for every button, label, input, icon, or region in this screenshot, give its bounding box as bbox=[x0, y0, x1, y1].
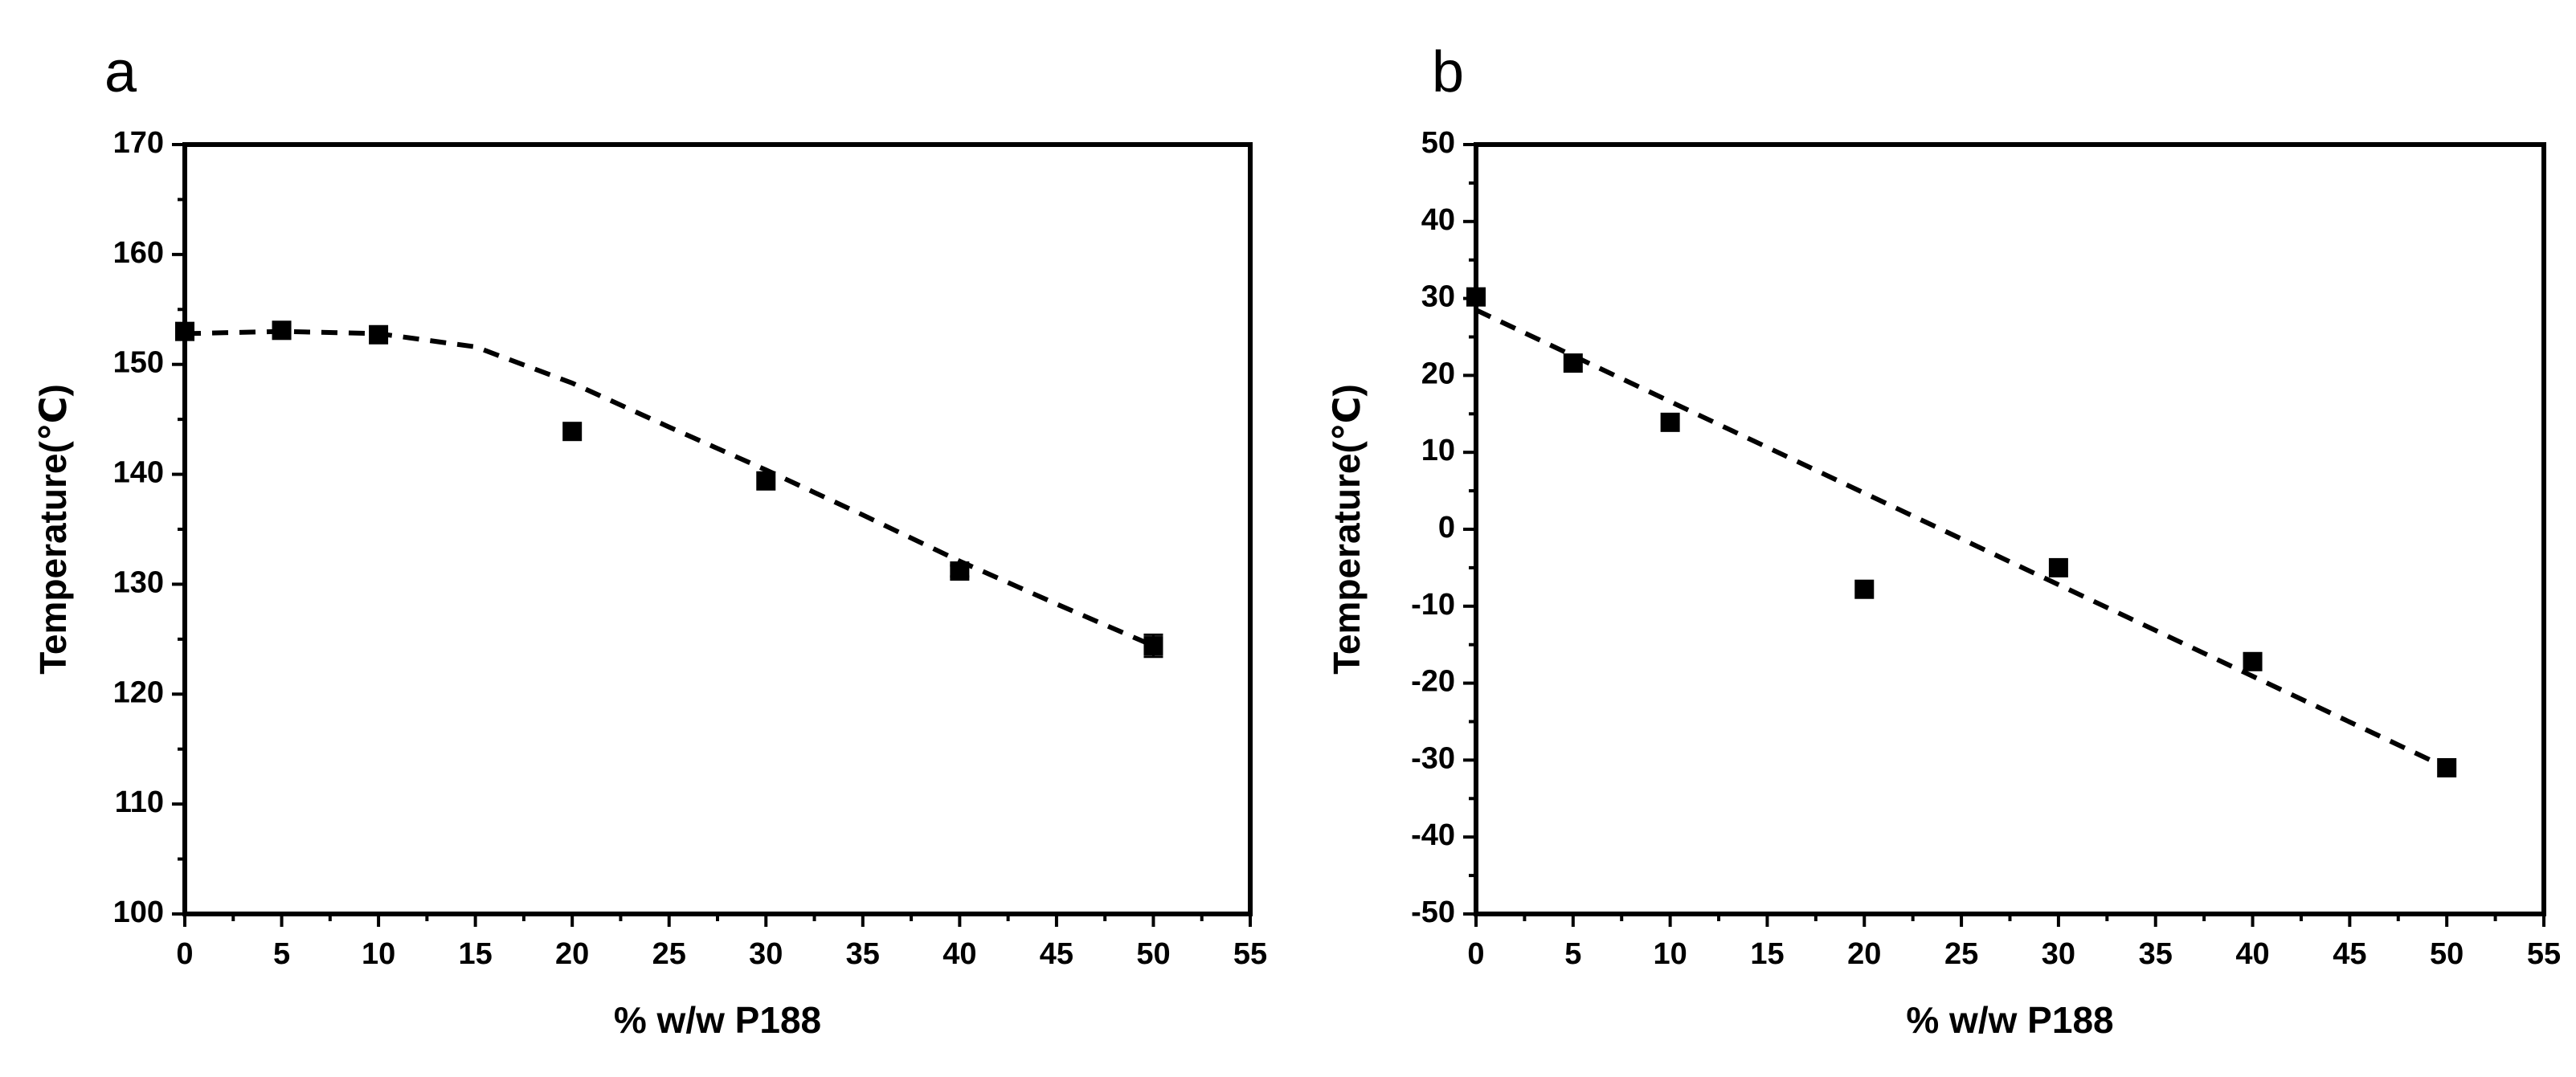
y-tick-label: 10 bbox=[1421, 434, 1455, 467]
y-tick-label: -50 bbox=[1411, 895, 1455, 929]
x-tick-label: 20 bbox=[555, 937, 589, 971]
y-tick-label: -40 bbox=[1411, 818, 1455, 852]
y-tick-label: 0 bbox=[1438, 511, 1455, 545]
y-tick-label: 150 bbox=[113, 346, 164, 380]
plot-frame bbox=[182, 142, 1253, 916]
y-tick-label: -10 bbox=[1411, 588, 1455, 622]
y-tick-label: 120 bbox=[113, 675, 164, 709]
panel-label: b bbox=[1432, 40, 1464, 104]
x-tick-label: 25 bbox=[1944, 937, 1978, 971]
fit-line bbox=[184, 328, 1155, 648]
x-tick-label: 50 bbox=[1136, 937, 1170, 971]
y-tick-label: 100 bbox=[113, 895, 164, 929]
x-axis-title: % w/w P188 bbox=[1906, 999, 2113, 1041]
chart-panel-b: b 0 5 10 15 20 25 30 35 40 45 50 55 -50 -40 -30 -20 -10 0 1… bbox=[1326, 40, 2561, 1041]
y-tick-label: 130 bbox=[113, 565, 164, 599]
data-point bbox=[2048, 557, 2068, 577]
plot-frame bbox=[1474, 142, 2546, 916]
y-tick-label: -30 bbox=[1411, 741, 1455, 775]
y-tick-label: 110 bbox=[115, 785, 164, 819]
fit-line bbox=[1474, 308, 2448, 770]
x-tick-label: 10 bbox=[1653, 937, 1687, 971]
y-axis-title: Temperature(℃) bbox=[1326, 384, 1368, 675]
data-point bbox=[272, 320, 292, 341]
y-tick-label: 170 bbox=[113, 126, 164, 160]
x-tick-label: 40 bbox=[942, 937, 976, 971]
x-tick-label: 45 bbox=[1040, 937, 1073, 971]
y-axis-title: Temperature(℃) bbox=[32, 384, 74, 675]
data-point bbox=[1563, 353, 1583, 373]
y-tick-label: 20 bbox=[1421, 357, 1455, 390]
x-tick-label: 0 bbox=[176, 937, 193, 971]
x-tick-label: 5 bbox=[1564, 937, 1581, 971]
data-point bbox=[1660, 412, 1680, 432]
x-tick-label: 55 bbox=[2527, 937, 2561, 971]
y-tick-label: 40 bbox=[1421, 203, 1455, 237]
x-axis-title: % w/w P188 bbox=[614, 999, 821, 1041]
data-point bbox=[562, 422, 583, 442]
y-tick-label: 50 bbox=[1421, 126, 1455, 160]
y-tick-label: 140 bbox=[113, 456, 164, 490]
data-point bbox=[2437, 757, 2457, 777]
data-point bbox=[1143, 636, 1163, 656]
x-tick-label: 35 bbox=[2139, 937, 2173, 971]
x-tick-label: 50 bbox=[2430, 937, 2464, 971]
x-tick-label: 5 bbox=[273, 937, 290, 971]
data-point bbox=[2243, 651, 2263, 671]
data-point bbox=[369, 324, 389, 345]
data-point bbox=[756, 471, 776, 491]
data-point bbox=[1466, 287, 1486, 307]
x-tick-label: 25 bbox=[652, 937, 686, 971]
x-tick-label: 35 bbox=[846, 937, 880, 971]
x-tick-label: 15 bbox=[1750, 937, 1784, 971]
x-tick-label: 45 bbox=[2333, 937, 2366, 971]
x-tick-label: 30 bbox=[2042, 937, 2075, 971]
y-tick-label: 160 bbox=[113, 236, 164, 270]
chart-panel-a: a 0 5 10 15 20 25 30 35 40 45 50 55 100 110 120 130 140 15… bbox=[32, 40, 1267, 1041]
x-tick-label: 20 bbox=[1847, 937, 1881, 971]
x-tick-label: 10 bbox=[362, 937, 395, 971]
x-tick-label: 40 bbox=[2235, 937, 2269, 971]
y-tick-label: -20 bbox=[1411, 665, 1455, 699]
data-point bbox=[950, 561, 970, 581]
x-tick-label: 30 bbox=[749, 937, 783, 971]
x-tick-label: 15 bbox=[458, 937, 492, 971]
x-tick-label: 0 bbox=[1467, 937, 1484, 971]
panel-label: a bbox=[104, 40, 137, 104]
y-tick-label: 30 bbox=[1421, 280, 1455, 314]
data-point bbox=[175, 321, 194, 341]
x-tick-label: 55 bbox=[1233, 937, 1267, 971]
data-point bbox=[1854, 579, 1875, 599]
